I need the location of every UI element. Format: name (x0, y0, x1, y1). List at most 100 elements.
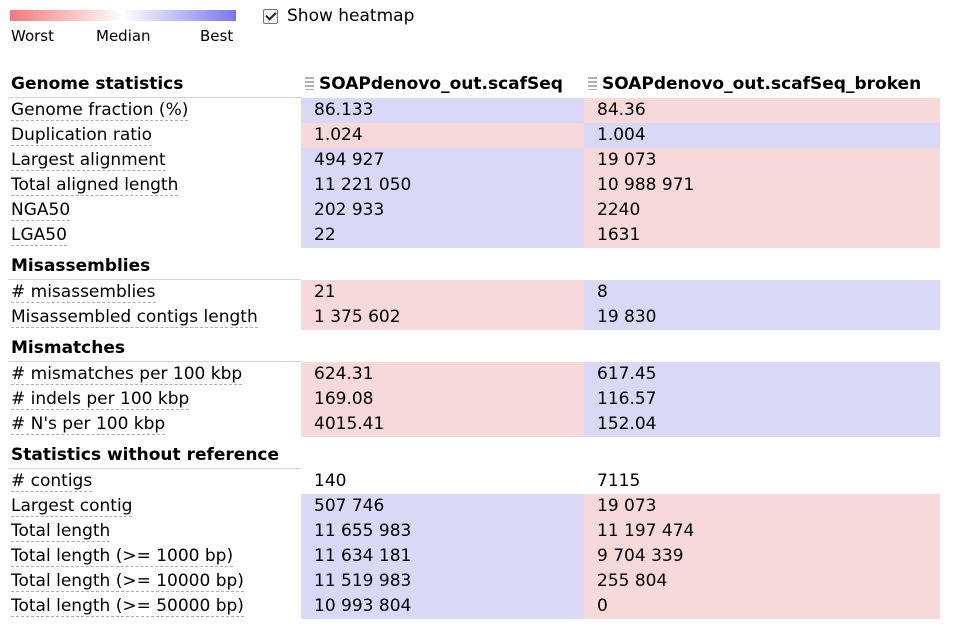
metric-value-cell: 10 988 971 (584, 173, 940, 198)
drag-handle-icon[interactable] (305, 77, 314, 91)
metric-label-cell: Total length (>= 10000 bp) (8, 569, 301, 594)
metric-value-cell: 7115 (584, 468, 940, 494)
metric-value-cell: 140 (301, 468, 584, 494)
metric-value-cell: 84.36 (584, 97, 940, 123)
table-row: # misassemblies 21 8 (8, 279, 940, 306)
table-row: Duplication ratio 1.024 1.004 (8, 123, 940, 148)
metric-label[interactable]: # mismatches per 100 kbp (11, 364, 243, 385)
metric-label-cell: # indels per 100 kbp (8, 387, 301, 412)
metric-value-cell: 11 655 983 (301, 519, 584, 544)
metric-value-cell: 11 197 474 (584, 519, 940, 544)
metric-value-cell: 19 073 (584, 494, 940, 519)
metric-label-cell: Duplication ratio (8, 123, 301, 148)
table-row: Total length (>= 10000 bp) 11 519 983 255 … (8, 569, 940, 594)
metric-value-cell: 255 804 (584, 569, 940, 594)
show-heatmap-label: Show heatmap (287, 6, 415, 26)
section-title: Genome statistics (8, 71, 301, 98)
metric-label-cell: Misassembled contigs length (8, 305, 301, 330)
section-header-row: Statistics without reference (8, 442, 940, 469)
assembly-report-table: Genome statistics SOAPdenovo_out.scafSeq S… (8, 71, 940, 619)
section-header-empty (301, 442, 940, 469)
assembly-column-header[interactable]: SOAPdenovo_out.scafSeq (301, 71, 584, 98)
table-row: # N's per 100 kbp 4015.41 152.04 (8, 412, 940, 437)
metric-value-cell: 19 830 (584, 305, 940, 330)
legend-worst-label: Worst (11, 27, 54, 45)
metric-label-cell: Total length (>= 1000 bp) (8, 544, 301, 569)
metric-value-cell: 617.45 (584, 361, 940, 387)
metric-value-cell: 22 (301, 223, 584, 248)
metric-label-cell: # N's per 100 kbp (8, 412, 301, 437)
metric-label[interactable]: Largest alignment (11, 150, 166, 171)
metric-label[interactable]: NGA50 (11, 200, 71, 221)
metric-value-cell: 1.024 (301, 123, 584, 148)
legend-median-label: Median (96, 27, 151, 45)
table-row: Largest contig 507 746 19 073 (8, 494, 940, 519)
metric-value-cell: 152.04 (584, 412, 940, 437)
table-row: # contigs 140 7115 (8, 468, 940, 495)
metric-value-cell: 169.08 (301, 387, 584, 412)
section-title: Mismatches (8, 335, 301, 362)
heatmap-legend: Worst Median Best (10, 10, 238, 47)
metric-label[interactable]: Genome fraction (%) (11, 100, 189, 121)
section-header-row: Mismatches (8, 335, 940, 362)
metric-label[interactable]: Total length (>= 1000 bp) (11, 546, 234, 567)
metric-label[interactable]: Total length (>= 50000 bp) (11, 596, 244, 617)
table-row: Total length (>= 50000 bp) 10 993 804 0 (8, 594, 940, 619)
metric-label[interactable]: Duplication ratio (11, 125, 153, 146)
metric-value-cell: 507 746 (301, 494, 584, 519)
section-header-row: Misassemblies (8, 253, 940, 280)
metric-label[interactable]: Misassembled contigs length (11, 307, 258, 328)
metric-label[interactable]: # N's per 100 kbp (11, 414, 166, 435)
table-row: # mismatches per 100 kbp 624.31 617.45 (8, 361, 940, 388)
metric-value-cell: 86.133 (301, 97, 584, 123)
table-row: Total length 11 655 983 11 197 474 (8, 519, 940, 544)
show-heatmap-checkbox[interactable] (263, 8, 278, 24)
metric-label-cell: Genome fraction (%) (8, 98, 301, 124)
metric-label[interactable]: Total length (>= 10000 bp) (11, 571, 244, 592)
metric-value-cell: 11 519 983 (301, 569, 584, 594)
table-row: # indels per 100 kbp 169.08 116.57 (8, 387, 940, 412)
metric-value-cell: 0 (584, 594, 940, 619)
metric-label-cell: Largest alignment (8, 148, 301, 173)
heatmap-gradient-bar (10, 10, 236, 21)
metric-value-cell: 9 704 339 (584, 544, 940, 569)
metric-label-cell: # contigs (8, 469, 301, 495)
metric-label[interactable]: # indels per 100 kbp (11, 389, 190, 410)
table-row: NGA50 202 933 2240 (8, 198, 940, 223)
metric-label-cell: Largest contig (8, 494, 301, 519)
table-row: Largest alignment 494 927 19 073 (8, 148, 940, 173)
metric-label-cell: NGA50 (8, 198, 301, 223)
metric-value-cell: 10 993 804 (301, 594, 584, 619)
assembly-name: SOAPdenovo_out.scafSeq_broken (602, 74, 922, 95)
metric-value-cell: 202 933 (301, 198, 584, 223)
table-row: Total length (>= 1000 bp) 11 634 181 9 704… (8, 544, 940, 569)
metric-label-cell: # misassemblies (8, 280, 301, 306)
assembly-column-header[interactable]: SOAPdenovo_out.scafSeq_broken (584, 71, 940, 98)
metric-value-cell: 494 927 (301, 148, 584, 173)
metric-label-cell: # mismatches per 100 kbp (8, 362, 301, 388)
metric-label[interactable]: Total aligned length (11, 175, 179, 196)
metric-label-cell: Total length (8, 519, 301, 544)
metric-label[interactable]: # contigs (11, 471, 93, 492)
table-row: LGA50 22 1631 (8, 223, 940, 248)
metric-label-cell: Total length (>= 50000 bp) (8, 594, 301, 619)
metric-value-cell: 1.004 (584, 123, 940, 148)
metric-label[interactable]: Total length (11, 521, 111, 542)
assembly-name: SOAPdenovo_out.scafSeq (319, 74, 563, 95)
metric-label[interactable]: LGA50 (11, 225, 67, 246)
metric-label[interactable]: Largest contig (11, 496, 133, 517)
metric-value-cell: 1631 (584, 223, 940, 248)
metric-label[interactable]: # misassemblies (11, 282, 156, 303)
metric-value-cell: 116.57 (584, 387, 940, 412)
section-title: Misassemblies (8, 253, 301, 280)
table-row: Total aligned length 11 221 050 10 988 971 (8, 173, 940, 198)
metric-value-cell: 21 (301, 279, 584, 305)
metric-value-cell: 19 073 (584, 148, 940, 173)
section-header-empty (301, 335, 940, 362)
drag-handle-icon[interactable] (588, 77, 597, 91)
metric-value-cell: 1 375 602 (301, 305, 584, 330)
metric-label-cell: Total aligned length (8, 173, 301, 198)
metric-label-cell: LGA50 (8, 223, 301, 248)
section-title: Statistics without reference (8, 442, 301, 469)
show-heatmap-toggle[interactable]: Show heatmap (263, 6, 414, 26)
